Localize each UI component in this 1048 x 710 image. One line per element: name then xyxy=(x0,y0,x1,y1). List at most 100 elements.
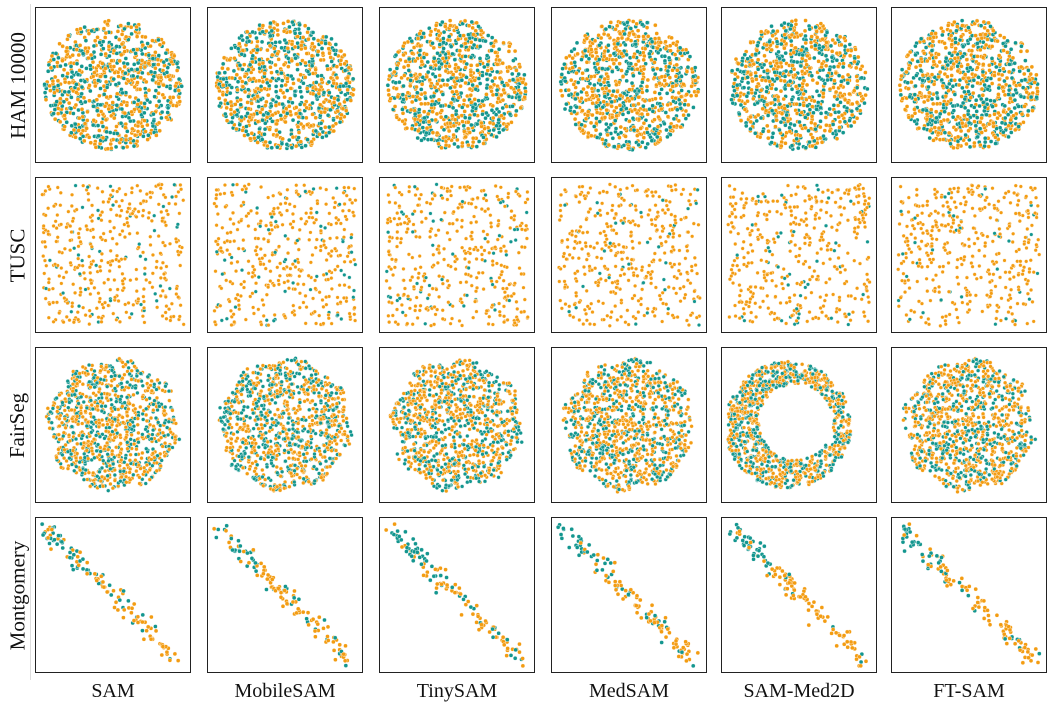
scatter-point xyxy=(769,108,775,113)
scatter-point xyxy=(783,50,788,56)
scatter-point xyxy=(154,133,159,138)
scatter-point xyxy=(845,48,851,53)
scatter-point xyxy=(774,60,780,66)
scatter-point xyxy=(229,46,234,51)
scatter-point xyxy=(609,93,615,98)
scatter-point xyxy=(773,86,779,92)
scatter-point xyxy=(100,39,106,44)
scatter-point xyxy=(107,53,112,59)
scatter-point xyxy=(315,49,321,54)
scatter-point xyxy=(301,81,306,86)
scatter-point xyxy=(350,76,356,82)
scatter-point xyxy=(265,47,270,53)
scatter-point xyxy=(693,78,698,83)
scatter-point xyxy=(454,89,459,94)
scatter-point xyxy=(627,30,632,36)
scatter-point xyxy=(82,79,88,84)
scatter-point xyxy=(657,81,662,86)
scatter-point xyxy=(60,73,65,78)
scatter-point xyxy=(57,41,62,46)
scatter-point xyxy=(460,140,465,146)
scatter-point xyxy=(989,81,995,86)
scatter-point xyxy=(834,51,840,56)
scatter-point xyxy=(172,53,177,59)
scatter-point xyxy=(150,77,155,83)
scatter-point xyxy=(739,62,745,68)
scatter-point xyxy=(78,26,83,32)
scatter-point xyxy=(60,44,65,49)
scatter-point xyxy=(401,43,406,49)
scatter-point xyxy=(491,127,496,133)
scatter-point xyxy=(759,29,764,34)
scatter-point xyxy=(140,51,145,57)
scatter-point xyxy=(967,144,973,150)
scatter-point xyxy=(501,127,506,133)
scatter-point xyxy=(57,119,63,125)
scatter-point xyxy=(641,66,647,72)
scatter-point xyxy=(899,73,904,79)
scatter-point xyxy=(143,86,148,91)
scatter-point xyxy=(470,108,475,114)
scatter-point xyxy=(820,44,826,50)
scatter-point xyxy=(282,37,287,43)
scatter-point xyxy=(159,109,165,115)
scatter-point xyxy=(446,128,452,134)
scatter-point xyxy=(386,88,391,93)
scatter-point xyxy=(803,33,808,39)
scatter-point xyxy=(558,88,564,93)
scatter-point xyxy=(229,103,234,108)
scatter-point xyxy=(486,33,491,38)
scatter-point xyxy=(430,130,436,135)
scatter-point xyxy=(463,65,468,70)
scatter-point xyxy=(275,22,280,27)
scatter-point xyxy=(686,112,691,118)
scatter-point xyxy=(313,86,319,92)
scatter-point xyxy=(297,22,302,27)
scatter-point xyxy=(682,98,688,103)
scatter-point xyxy=(813,46,818,52)
scatter-point xyxy=(276,95,281,100)
scatter-point xyxy=(246,106,251,111)
scatter-point xyxy=(431,93,437,99)
scatter-point xyxy=(42,90,48,95)
scatter-point xyxy=(156,91,161,96)
scatter-point xyxy=(789,143,795,148)
scatter-point xyxy=(818,21,824,26)
scatter-point xyxy=(153,88,159,93)
scatter-point xyxy=(103,51,108,57)
scatter-point xyxy=(246,94,251,99)
scatter-point xyxy=(161,82,166,88)
scatter-point xyxy=(400,92,406,97)
scatter-point xyxy=(691,74,696,79)
scatter-point xyxy=(251,76,257,81)
scatter-point xyxy=(627,87,632,92)
scatter-point xyxy=(58,96,63,101)
scatter-point xyxy=(1012,80,1017,85)
scatter-point xyxy=(264,99,269,105)
scatter-point xyxy=(303,75,308,80)
scatter-point xyxy=(630,116,636,121)
scatter-point xyxy=(611,61,617,66)
scatter-point xyxy=(289,145,295,150)
scatter-point xyxy=(269,145,274,150)
scatter-point xyxy=(802,71,808,76)
scatter-point xyxy=(803,40,808,46)
scatter-point xyxy=(328,107,333,113)
scatter-point xyxy=(463,36,468,42)
scatter-point xyxy=(450,89,455,95)
scatter-point xyxy=(667,75,673,80)
scatter-point xyxy=(769,140,774,145)
scatter-point xyxy=(387,67,393,72)
scatter-point xyxy=(385,83,391,88)
scatter-point xyxy=(113,82,119,87)
scatter-point xyxy=(256,135,261,140)
scatter-point xyxy=(987,63,992,68)
scatter-point xyxy=(348,98,354,103)
scatter-point xyxy=(223,98,228,103)
scatter-point xyxy=(815,80,820,86)
scatter-point xyxy=(115,29,121,34)
scatter-point xyxy=(42,82,47,87)
scatter-point xyxy=(513,113,518,118)
scatter-point xyxy=(276,57,281,62)
scatter-point xyxy=(482,126,487,131)
